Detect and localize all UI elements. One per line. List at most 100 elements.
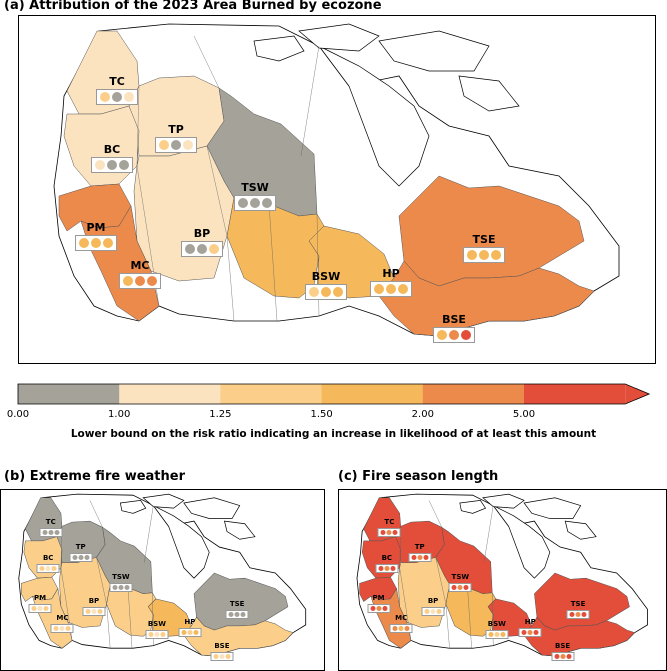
- risk-dot: [392, 625, 398, 631]
- risk-dot: [209, 244, 219, 254]
- risk-dot: [119, 160, 129, 170]
- risk-dot: [197, 244, 207, 254]
- colorbar-extend-arrow: [625, 384, 650, 404]
- province-border: [60, 526, 73, 641]
- risk-ratio-dots: [370, 281, 412, 297]
- arctic-island: [142, 493, 185, 509]
- risk-dot: [103, 238, 113, 248]
- risk-dot: [554, 653, 560, 659]
- arctic-island: [482, 493, 525, 509]
- risk-ratio-dots: [225, 610, 249, 620]
- risk-dot: [467, 250, 477, 260]
- risk-ratio-dots: [210, 651, 234, 661]
- risk-dot: [521, 629, 527, 635]
- risk-ratio-colorbar: [17, 383, 651, 405]
- ecozone-label-bp: BP: [88, 597, 100, 606]
- risk-dot: [380, 530, 386, 536]
- risk-dot: [124, 92, 134, 102]
- province-border: [144, 505, 154, 563]
- risk-dot: [238, 198, 248, 208]
- risk-ratio-dots: [389, 623, 413, 633]
- risk-dot: [386, 530, 392, 536]
- colorbar-segment: [220, 384, 323, 404]
- colorbar-segment: [321, 384, 424, 404]
- risk-dot: [491, 250, 501, 260]
- risk-ratio-dots: [375, 563, 399, 573]
- risk-dot: [43, 606, 49, 612]
- ecozone-label-tc: TC: [109, 75, 125, 88]
- ecozone-label-bse: BSE: [214, 641, 230, 650]
- risk-dot: [112, 585, 118, 591]
- colorbar-tick-label: 1.25: [209, 409, 232, 420]
- colorbar-segment: [119, 384, 221, 404]
- risk-dot: [321, 287, 331, 297]
- risk-dot: [42, 530, 48, 536]
- panel-b-title: (b) Extreme fire weather: [4, 469, 185, 484]
- arctic-island: [458, 75, 520, 112]
- ecozone-label-tp: TP: [168, 123, 184, 136]
- risk-ratio-dots: [448, 583, 472, 593]
- risk-dot: [59, 625, 65, 631]
- hudson-bay: [492, 505, 551, 579]
- risk-dot: [154, 631, 160, 637]
- ecozone-label-bsw: BSW: [311, 270, 341, 283]
- risk-ratio-dots: [82, 607, 106, 617]
- risk-dot: [147, 276, 157, 286]
- risk-dot: [527, 629, 533, 635]
- colorbar-tick-label: 1.50: [310, 409, 333, 420]
- colorbar-label: Lower bound on the risk ratio indicating…: [70, 428, 597, 440]
- risk-dot: [437, 330, 447, 340]
- ecozone-label-bc: BC: [381, 553, 393, 562]
- risk-dot: [581, 612, 587, 618]
- risk-dot: [53, 625, 59, 631]
- risk-dot: [370, 606, 376, 612]
- risk-dot: [37, 606, 43, 612]
- ecozone-label-tp: TP: [414, 543, 425, 552]
- risk-ratio-dots: [69, 553, 93, 563]
- risk-dot: [95, 160, 105, 170]
- risk-dot: [213, 653, 219, 659]
- ecozone-label-tsw: TSW: [451, 573, 470, 582]
- colorbar-tick-label: 0.00: [6, 409, 30, 420]
- risk-dot: [451, 585, 457, 591]
- risk-dot: [386, 284, 396, 294]
- risk-dot: [51, 565, 57, 571]
- province-border: [206, 145, 235, 322]
- risk-dot: [494, 631, 500, 637]
- risk-dot: [376, 606, 382, 612]
- risk-dot: [384, 565, 390, 571]
- colorbar-segment: [524, 384, 626, 404]
- risk-dot: [411, 555, 417, 561]
- risk-dot: [374, 284, 384, 294]
- risk-dot: [159, 140, 169, 150]
- risk-dot: [488, 631, 494, 637]
- risk-dot: [123, 276, 133, 286]
- risk-dot: [65, 625, 71, 631]
- risk-ratio-dots: [91, 157, 133, 173]
- ecozone-label-bse: BSE: [555, 641, 571, 650]
- hudson-bay: [153, 505, 210, 579]
- risk-dot: [463, 585, 469, 591]
- risk-ratio-dots: [96, 89, 138, 105]
- risk-dot: [240, 612, 246, 618]
- risk-dot: [183, 140, 193, 150]
- risk-dot: [234, 612, 240, 618]
- risk-dot: [124, 585, 130, 591]
- risk-dot: [97, 609, 103, 615]
- risk-dot: [187, 629, 193, 635]
- risk-dot: [309, 287, 319, 297]
- province-border: [435, 557, 450, 649]
- arctic-island: [378, 30, 490, 72]
- risk-dot: [423, 555, 429, 561]
- risk-dot: [112, 92, 122, 102]
- risk-ratio-dots: [408, 553, 432, 563]
- risk-dot: [54, 530, 60, 536]
- panel-c-map: TC TP BC TSW BP PM MC BSW HP TSE BSE: [338, 489, 667, 671]
- ecozone-label-tsw: TSW: [241, 181, 269, 194]
- ecozone-label-bc: BC: [103, 143, 121, 156]
- risk-dot: [148, 631, 154, 637]
- risk-ratio-dots: [367, 604, 391, 614]
- ecozone-label-pm: PM: [86, 221, 106, 234]
- risk-dot: [45, 565, 51, 571]
- risk-dot: [569, 612, 575, 618]
